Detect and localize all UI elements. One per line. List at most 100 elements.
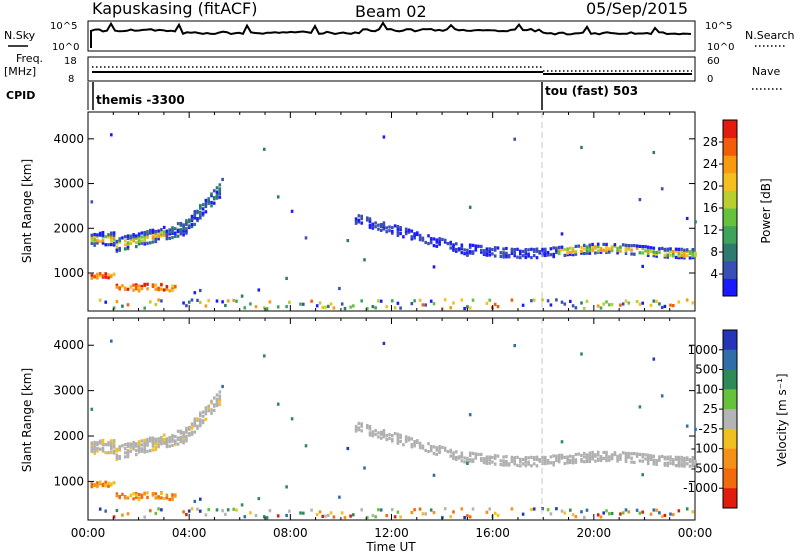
power-cell xyxy=(646,251,650,256)
power-cell xyxy=(680,256,683,260)
velocity-cell xyxy=(143,442,146,446)
power-cell xyxy=(371,226,375,230)
power-cell xyxy=(154,234,158,238)
power-cell xyxy=(123,247,127,251)
power-cell xyxy=(410,235,414,239)
velocity-cell xyxy=(210,399,213,403)
power-cell xyxy=(268,300,272,304)
velocity-cell xyxy=(263,515,266,519)
velocity-cell xyxy=(315,513,319,517)
velocity-cell xyxy=(187,509,191,513)
velocity-cell xyxy=(143,450,146,454)
power-cell xyxy=(123,243,127,247)
power-cell xyxy=(571,251,575,255)
velocity-cell xyxy=(185,439,188,443)
velocity-colorbar-label-5: -100 xyxy=(691,442,718,456)
power-cell xyxy=(165,287,169,291)
power-cell xyxy=(154,287,158,291)
power-cell xyxy=(685,216,689,221)
velocity-cell xyxy=(168,438,171,442)
power-cell xyxy=(474,246,478,250)
power-cell xyxy=(510,251,514,255)
velocity-cell xyxy=(360,424,363,428)
velocity-cell xyxy=(123,443,127,447)
power-cell xyxy=(96,235,99,239)
power-cell xyxy=(121,236,124,240)
power-cell xyxy=(288,300,291,304)
velocity-cell xyxy=(630,452,633,456)
velocity-cell xyxy=(694,462,697,466)
velocity-cell xyxy=(635,508,639,512)
power-cell xyxy=(546,250,550,255)
power-cell xyxy=(157,237,160,241)
velocity-cell xyxy=(396,432,400,436)
velocity-cell xyxy=(96,449,99,453)
velocity-cell xyxy=(168,497,171,502)
power-cell xyxy=(98,273,102,277)
velocity-cell xyxy=(413,440,416,444)
power-cell xyxy=(171,284,174,288)
power-cell xyxy=(168,289,171,293)
power-cell xyxy=(132,233,135,237)
power-cell xyxy=(583,251,586,256)
velocity-cell xyxy=(555,507,558,511)
power-cell xyxy=(488,253,491,257)
power-cell xyxy=(530,256,533,260)
velocity-cell xyxy=(443,507,447,511)
velocity-cell xyxy=(608,512,611,516)
velocity-cell xyxy=(633,452,636,456)
velocity-cell xyxy=(332,515,336,519)
velocity-cell xyxy=(546,459,550,463)
power-cell xyxy=(410,237,414,241)
power-cell xyxy=(126,303,130,307)
velocity-cell xyxy=(499,459,503,463)
power-cell xyxy=(663,255,667,259)
velocity-cell xyxy=(360,429,363,433)
nsky-trace xyxy=(90,21,692,48)
velocity-cell xyxy=(268,509,272,513)
velocity-cell xyxy=(249,511,252,515)
power-cell xyxy=(560,245,564,249)
power-cell xyxy=(591,245,594,249)
power-cell xyxy=(541,298,544,302)
nsky-frame xyxy=(87,20,696,52)
velocity-cell xyxy=(276,402,280,406)
velocity-cell xyxy=(366,515,369,520)
velocity-cell xyxy=(530,508,533,512)
velocity-cell xyxy=(135,444,138,448)
power-cell xyxy=(646,247,650,252)
velocity-cell xyxy=(157,507,160,511)
power-cell xyxy=(669,253,672,257)
velocity-cell xyxy=(371,430,375,434)
velocity-cell xyxy=(649,456,653,460)
power-cell xyxy=(162,230,166,234)
power-cell xyxy=(602,248,605,252)
velocity-cell xyxy=(410,445,414,449)
power-cell xyxy=(143,283,146,287)
power-cell xyxy=(677,300,681,304)
velocity-cell xyxy=(466,514,469,518)
velocity-cell xyxy=(165,496,169,500)
power-cell xyxy=(171,286,174,290)
velocity-cell xyxy=(524,464,528,468)
velocity-cell xyxy=(594,453,597,457)
velocity-cell xyxy=(135,453,138,457)
velocity-cell xyxy=(683,464,686,468)
velocity-cell xyxy=(585,459,589,463)
velocity-cell xyxy=(371,432,375,436)
power-cell xyxy=(349,305,352,309)
power-cell xyxy=(449,246,452,250)
velocity-cell xyxy=(680,462,683,466)
velocity-cell xyxy=(580,352,583,356)
velocity-cell xyxy=(544,455,547,459)
power-cell xyxy=(382,227,386,231)
velocity-cell xyxy=(96,441,99,445)
velocity-cell xyxy=(452,451,455,455)
velocity-cell xyxy=(391,433,394,438)
power-cell xyxy=(137,234,141,238)
power-cell xyxy=(302,302,305,306)
power-cell xyxy=(96,233,99,237)
velocity-cell xyxy=(513,456,516,460)
power-cell xyxy=(110,231,113,235)
power-cell xyxy=(174,227,177,231)
